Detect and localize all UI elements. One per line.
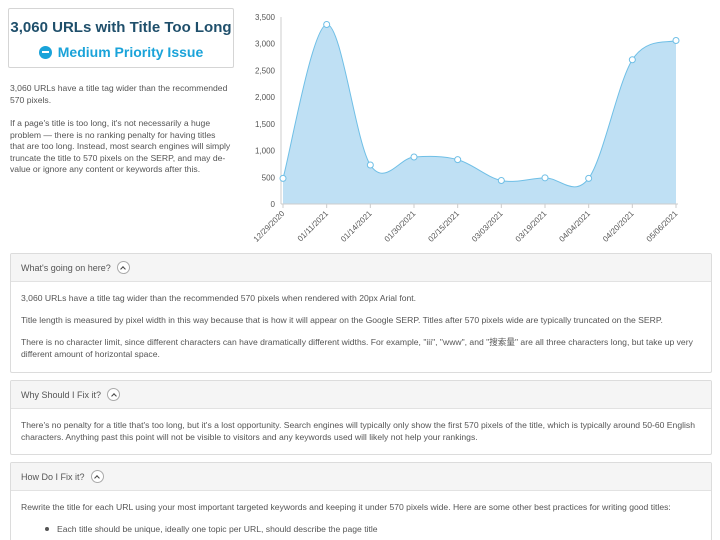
data-point [585,174,593,182]
issue-summary-box: 3,060 URLs with Title Too Long Medium Pr… [8,8,234,68]
panel-paragraph: 3,060 URLs have a title tag wider than t… [21,293,417,303]
panel-why-fix: Why Should I Fix it? There's no penalty … [10,380,712,455]
data-point [541,174,549,182]
data-point [497,176,505,184]
list-item: Each title should be unique, ideally one… [21,523,701,535]
data-point [279,174,287,182]
panel-paragraph: Rewrite the title for each URL using you… [21,502,671,512]
y-tick-label: 2,500 [255,66,276,75]
issue-title: 3,060 URLs with Title Too Long [10,19,232,36]
panel-paragraph: Title length is measured by pixel width … [21,315,663,325]
y-tick-label: 500 [262,173,276,182]
data-point [672,37,680,45]
minus-circle-icon [38,45,52,59]
y-tick-label: 1,000 [255,147,276,156]
x-tick-label: 01/11/2021 [296,209,331,244]
panel-how-fix: How Do I Fix it? Rewrite the title for e… [10,462,712,540]
url-count-chart: 0 500 1,000 1,500 2,000 2,500 3,000 3,500 12/29/… [252,13,680,244]
data-point [628,56,636,64]
panel-header[interactable]: What's going on here? [11,254,711,282]
intro-explanation: If a page's title is too long, it's not … [10,118,231,174]
collapse-chevron-icon[interactable] [107,388,121,401]
x-tick-label: 04/04/2021 [557,209,592,244]
collapse-chevron-icon[interactable] [116,261,130,274]
list-item-text: Each title should be unique, ideally one… [57,524,378,534]
x-tick-label: 12/29/2020 [252,209,287,244]
panel-header[interactable]: Why Should I Fix it? [11,381,711,409]
collapse-chevron-icon[interactable] [90,470,104,483]
y-tick-label: 2,000 [255,93,276,102]
panel-title: What's going on here? [21,262,111,273]
panel-header[interactable]: How Do I Fix it? [11,463,711,491]
panel-paragraph: There's no penalty for a title that's to… [21,420,695,442]
x-tick-label: 01/30/2021 [383,209,418,244]
y-tick-label: 1,500 [255,120,276,129]
x-tick-label: 03/03/2021 [470,209,505,244]
x-tick-label: 01/14/2021 [339,209,374,244]
chart-area-fill [283,24,676,204]
bullet-icon [45,527,49,531]
y-tick-label: 3,000 [255,40,276,49]
panel-whats-going-on: What's going on here? 3,060 URLs have a … [10,253,712,373]
x-tick-label: 05/06/2021 [645,209,680,244]
panel-paragraph: There is no character limit, since diffe… [21,337,693,359]
data-point [410,153,418,161]
x-tick-label: 02/15/2021 [426,209,461,244]
panel-title: Why Should I Fix it? [21,389,102,400]
data-point [454,156,462,164]
data-point [323,20,331,28]
y-tick-label: 3,500 [255,13,276,22]
intro-summary: 3,060 URLs have a title tag wider than t… [10,83,228,105]
x-tick-label: 04/20/2021 [601,209,636,244]
priority-label: Medium Priority Issue [57,44,204,60]
x-tick-label: 03/19/2021 [514,209,549,244]
data-point [366,161,374,169]
priority-badge: Medium Priority Issue [9,44,233,60]
panel-title: How Do I Fix it? [21,471,85,482]
y-tick-label: 0 [271,200,276,209]
